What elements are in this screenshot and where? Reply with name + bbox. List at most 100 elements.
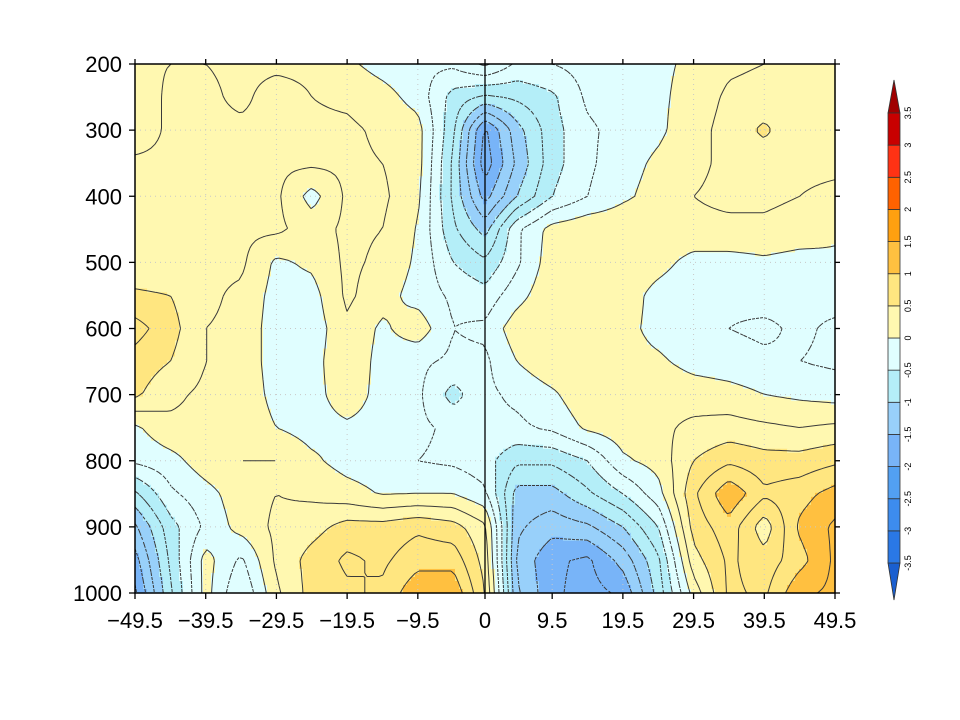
heatmap-cell xyxy=(135,460,188,466)
heatmap-cell xyxy=(143,392,264,398)
heatmap-cell xyxy=(467,532,492,538)
heatmap-cell xyxy=(135,96,400,101)
heatmap-cell xyxy=(663,540,680,546)
heatmap-cell xyxy=(563,168,644,173)
heatmap-cell xyxy=(635,188,836,193)
heatmap-cell xyxy=(375,340,508,346)
heatmap-cell xyxy=(443,216,472,221)
heatmap-cell xyxy=(135,228,416,233)
heatmap-cell xyxy=(671,264,836,269)
heatmap-cell xyxy=(591,212,836,217)
heatmap-cell xyxy=(511,512,604,518)
heatmap-cell xyxy=(527,148,564,153)
heatmap-cell xyxy=(487,280,536,286)
heatmap-cell xyxy=(755,524,772,530)
heatmap-cell xyxy=(443,200,464,205)
heatmap-cell xyxy=(683,560,704,566)
heatmap-cell xyxy=(547,224,836,229)
heatmap-cell xyxy=(591,540,636,546)
heatmap-cell xyxy=(363,64,676,69)
heatmap-cell xyxy=(615,440,728,446)
heatmap-cell xyxy=(151,532,180,538)
heatmap-cell xyxy=(135,436,152,442)
heatmap-cell xyxy=(419,216,444,221)
heatmap-cell xyxy=(135,236,416,241)
heatmap-cell xyxy=(323,348,372,354)
heatmap-cell xyxy=(539,260,676,265)
heatmap-cell xyxy=(487,228,508,233)
heatmap-cell xyxy=(631,532,660,538)
heatmap-cell xyxy=(643,304,836,310)
heatmap-cell xyxy=(135,440,160,446)
heatmap-cell xyxy=(735,440,836,446)
heatmap-cell xyxy=(479,228,488,233)
heatmap-cell xyxy=(503,252,544,257)
heatmap-cell xyxy=(503,560,512,566)
heatmap-cell xyxy=(615,560,648,566)
heatmap-cell xyxy=(419,200,444,205)
heatmap-cell xyxy=(475,160,504,165)
heatmap-cell xyxy=(643,316,836,322)
heatmap-cell xyxy=(299,564,480,570)
heatmap-cell xyxy=(135,408,272,414)
heatmap-cell xyxy=(423,152,444,157)
heatmap-cell xyxy=(135,352,176,358)
heatmap-cell xyxy=(639,180,836,185)
heatmap-cell xyxy=(423,144,444,149)
heatmap-cell xyxy=(691,536,760,542)
heatmap-cell xyxy=(151,528,180,534)
heatmap-cell xyxy=(135,428,144,434)
heatmap-cell xyxy=(563,136,664,141)
heatmap-cell xyxy=(443,128,464,133)
heatmap-cell xyxy=(787,584,836,590)
heatmap-cell xyxy=(455,260,500,265)
heatmap-cell xyxy=(423,156,444,161)
heatmap-cell xyxy=(443,112,472,117)
heatmap-cell xyxy=(475,148,504,153)
heatmap-cell xyxy=(151,484,216,490)
heatmap-cell xyxy=(543,232,836,237)
heatmap-cell xyxy=(511,504,588,510)
heatmap-cell xyxy=(799,536,836,542)
heatmap-cell xyxy=(459,188,480,193)
heatmap-cell xyxy=(647,164,836,169)
heatmap-cell xyxy=(599,472,656,478)
heatmap-cell xyxy=(135,216,420,221)
heatmap-cell xyxy=(371,488,496,494)
heatmap-cell xyxy=(419,116,444,121)
heatmap-cell xyxy=(631,196,836,201)
heatmap-cell xyxy=(323,308,420,314)
heatmap-cell xyxy=(155,372,264,378)
heatmap-cell xyxy=(527,296,644,302)
heatmap-cell xyxy=(511,564,536,570)
heatmap-cell xyxy=(715,376,836,382)
heatmap-cell xyxy=(519,216,576,221)
heatmap-cell xyxy=(403,284,532,290)
heatmap-cell xyxy=(211,588,268,594)
heatmap-cell xyxy=(687,484,724,490)
heatmap-cell xyxy=(511,536,552,542)
heatmap-cell xyxy=(503,552,512,558)
heatmap-cell xyxy=(771,528,800,534)
heatmap-cell xyxy=(159,560,180,566)
heatmap-cell xyxy=(135,416,272,422)
heatmap-cell xyxy=(267,400,332,406)
heatmap-cell xyxy=(411,264,460,269)
heatmap-cell xyxy=(263,568,304,574)
heatmap-cell xyxy=(631,456,696,462)
heatmap-cell xyxy=(507,240,544,245)
heatmap-cell xyxy=(523,132,564,137)
heatmap-cell xyxy=(415,224,444,229)
heatmap-cell xyxy=(303,580,408,586)
heatmap-cell xyxy=(739,484,832,490)
heatmap-cell xyxy=(667,504,688,510)
heatmap-cell xyxy=(183,588,204,594)
heatmap-cell xyxy=(419,192,440,197)
heatmap-cell xyxy=(491,272,540,277)
heatmap-cell xyxy=(655,148,836,153)
heatmap-cell xyxy=(539,580,628,586)
heatmap-cell xyxy=(423,164,444,169)
heatmap-cell xyxy=(539,256,680,261)
heatmap-cell xyxy=(731,508,804,514)
heatmap-cell xyxy=(415,236,444,241)
